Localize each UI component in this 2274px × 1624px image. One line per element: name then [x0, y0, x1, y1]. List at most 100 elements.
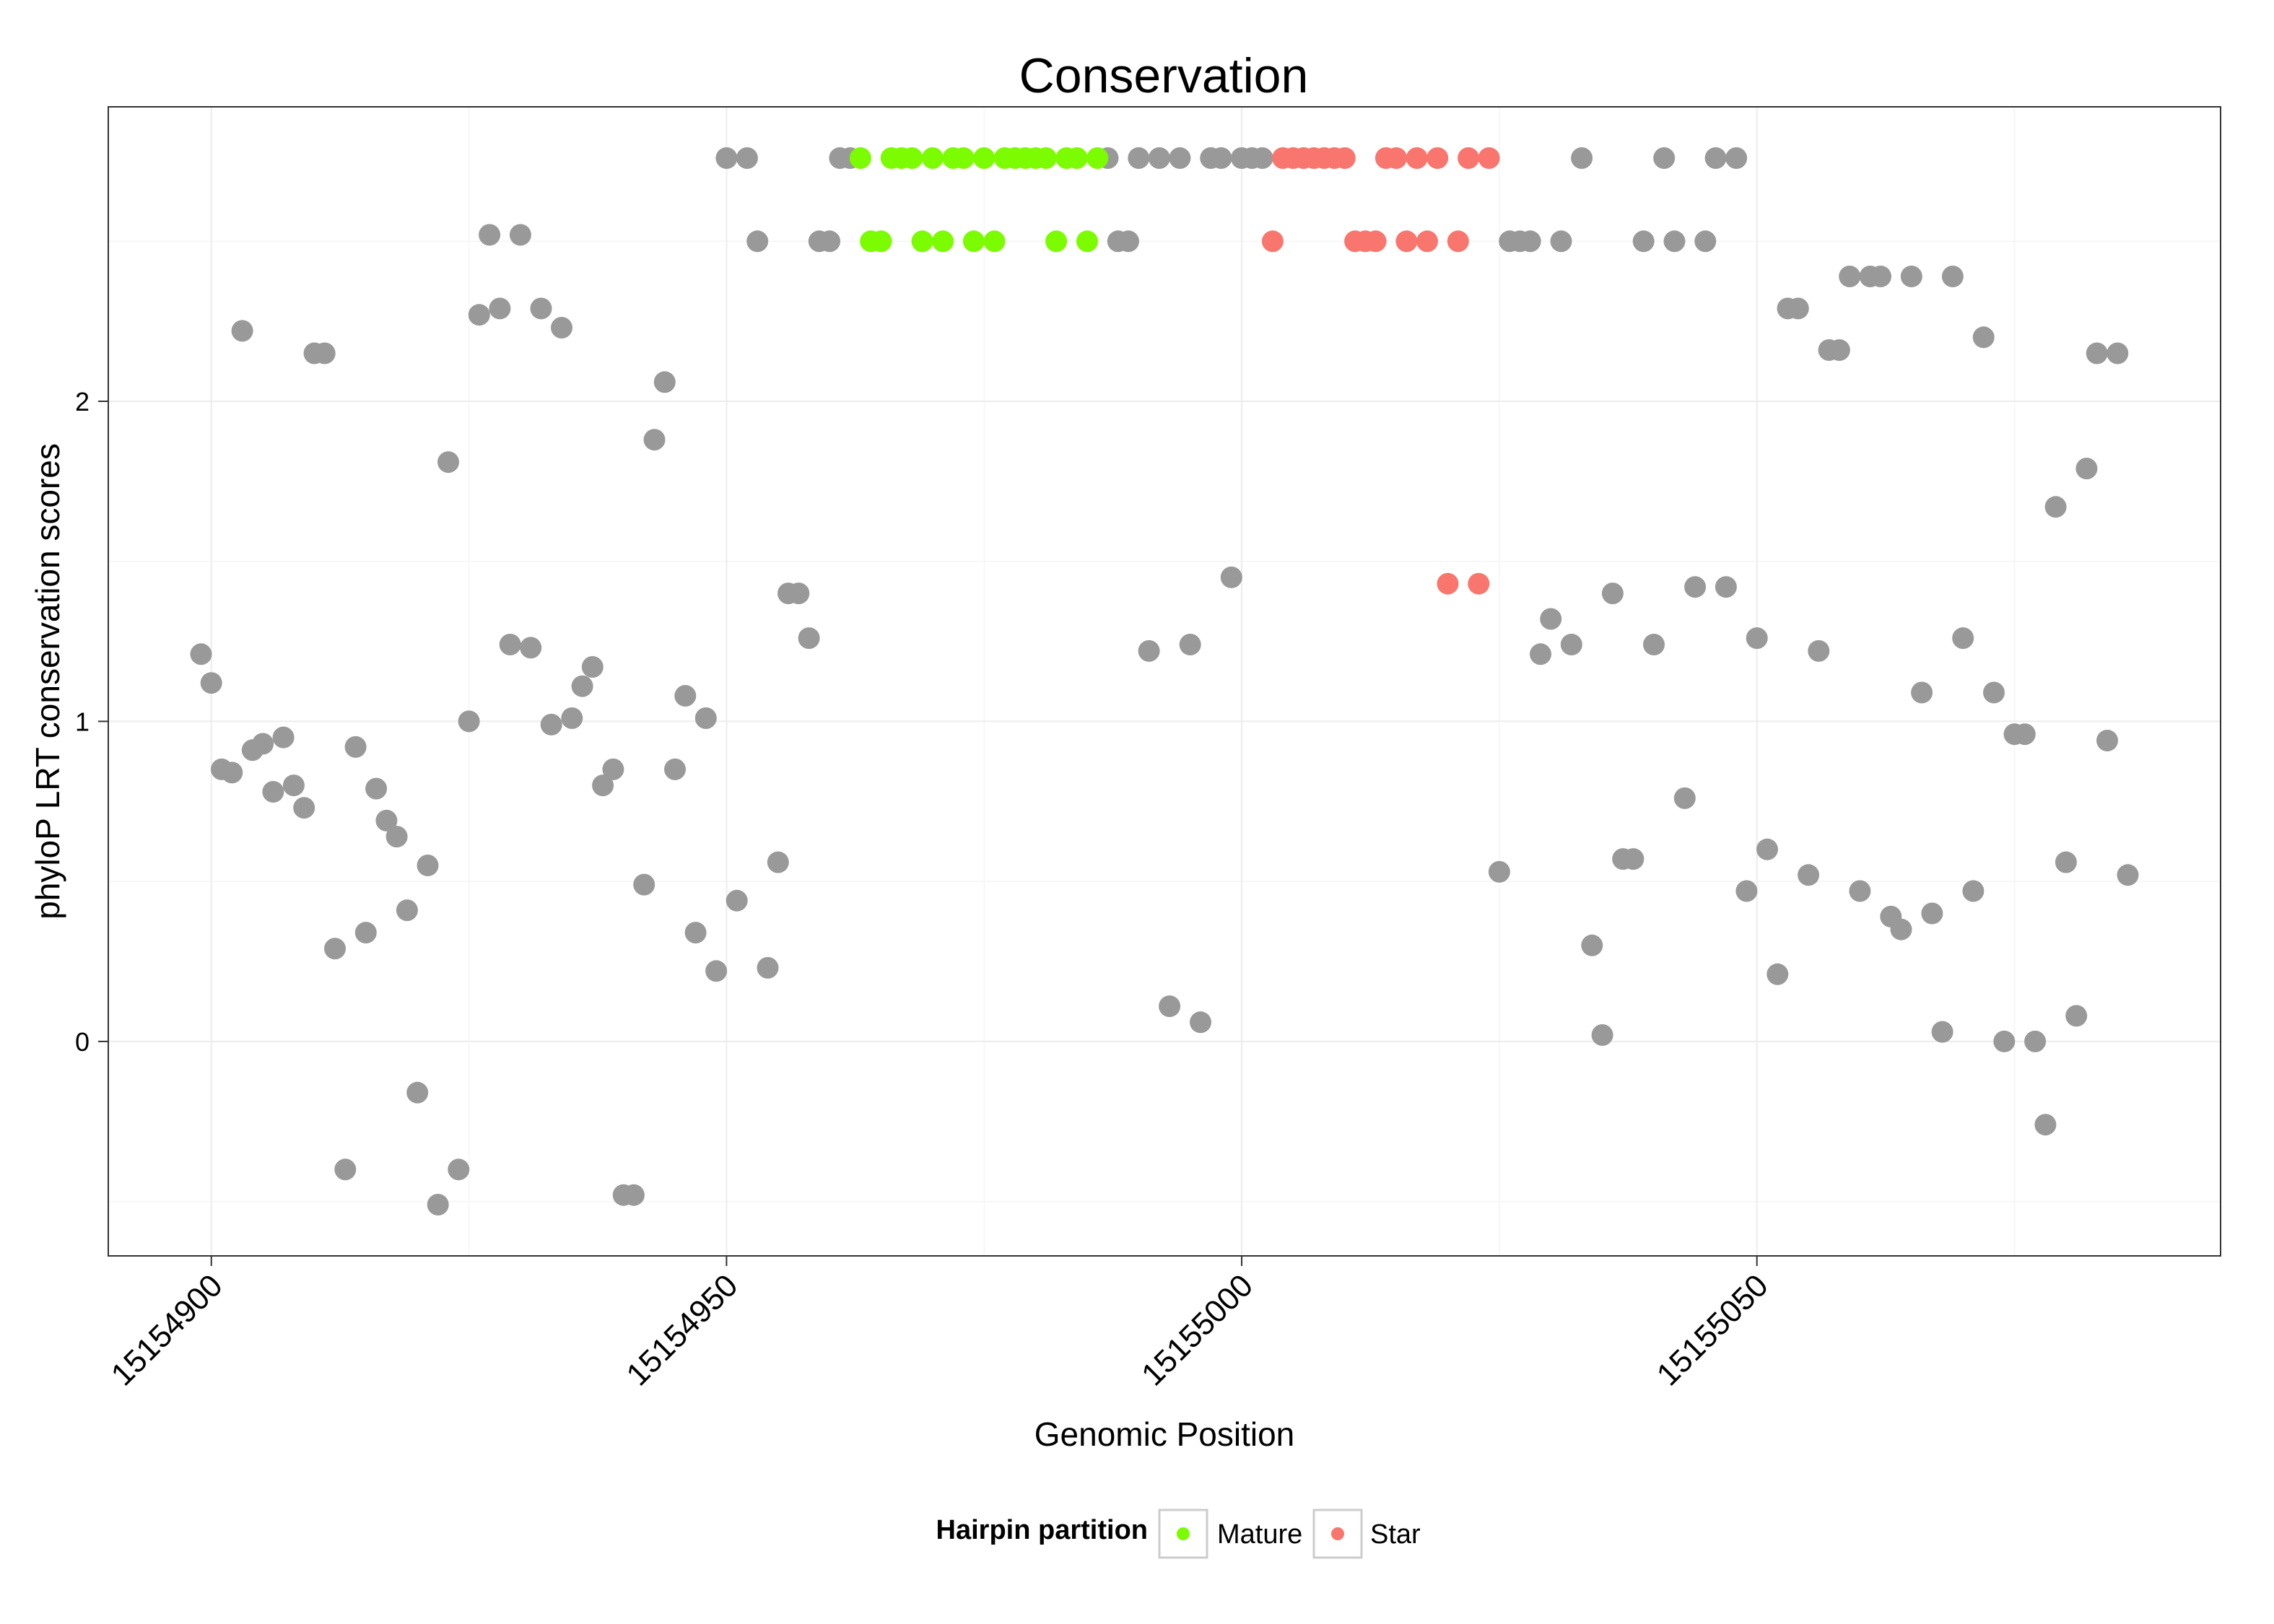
data-point-other — [1118, 230, 1139, 253]
data-point-other — [509, 224, 531, 246]
data-point-other — [344, 735, 367, 758]
data-point-other — [1148, 147, 1170, 169]
data-point-other — [736, 147, 758, 169]
legend-label-mature: Mature — [1217, 1519, 1302, 1550]
data-point-other — [1159, 995, 1181, 1018]
data-point-other — [365, 777, 388, 800]
data-point-other — [581, 656, 604, 678]
data-point-other — [757, 956, 779, 979]
data-point-other — [1540, 608, 1562, 630]
data-point-other — [1581, 934, 1603, 956]
data-point-star — [1261, 230, 1284, 253]
data-point-other — [406, 1081, 429, 1104]
data-point-other — [272, 726, 295, 748]
data-point-other — [1138, 639, 1160, 662]
data-point-other — [798, 627, 820, 650]
data-point-other — [1251, 147, 1273, 169]
data-point-other — [385, 826, 408, 848]
data-point-other — [1571, 147, 1593, 169]
data-point-other — [561, 707, 583, 729]
data-point-other — [489, 297, 511, 320]
data-point-other — [1931, 1021, 1953, 1043]
data-point-other — [674, 685, 697, 707]
data-point-other — [715, 147, 738, 169]
data-point-mature — [901, 147, 923, 169]
y-axis-tick-label: 1 — [75, 707, 90, 736]
data-point-other — [819, 230, 841, 253]
data-point-other — [1550, 230, 1572, 253]
data-point-other — [1983, 681, 2005, 704]
data-point-other — [1952, 627, 1974, 650]
data-point-mature — [983, 230, 1006, 253]
data-point-other — [2065, 1005, 2088, 1027]
data-point-mature — [911, 230, 933, 253]
data-point-other — [458, 710, 480, 733]
data-point-mature — [1086, 147, 1109, 169]
data-point-star — [1458, 147, 1480, 169]
data-point-other — [437, 451, 459, 473]
data-point-star — [1478, 147, 1500, 169]
x-axis-label: Genomic Position — [1034, 1415, 1295, 1453]
data-point-other — [427, 1194, 449, 1215]
y-axis-tick-label: 0 — [75, 1027, 90, 1057]
data-point-other — [520, 637, 542, 659]
data-point-star — [1447, 230, 1469, 253]
data-point-other — [1653, 147, 1676, 169]
data-point-other — [231, 320, 253, 342]
data-point-other — [1900, 266, 1922, 287]
data-point-other — [1179, 634, 1201, 655]
data-point-star — [1385, 147, 1408, 169]
data-point-other — [2044, 496, 2067, 518]
data-point-other — [1519, 230, 1541, 253]
data-point-other — [2024, 1030, 2047, 1052]
data-point-other — [2107, 342, 2129, 364]
data-point-other — [643, 429, 666, 451]
data-point-other — [262, 781, 284, 803]
data-point-other — [1870, 266, 1891, 287]
data-point-star — [1416, 230, 1438, 253]
data-point-other — [313, 342, 336, 364]
data-point-other — [1694, 230, 1717, 253]
legend-title: Hairpin partition — [936, 1515, 1148, 1545]
data-point-other — [1601, 582, 1624, 605]
data-point-other — [1622, 848, 1644, 870]
data-point-other — [499, 634, 521, 655]
plot-panel-border — [108, 106, 2221, 1257]
legend-marker-star — [1331, 1527, 1344, 1540]
data-point-other — [1890, 918, 1912, 940]
data-point-other — [1756, 838, 1778, 860]
data-point-other — [653, 371, 676, 393]
data-point-star — [1333, 147, 1356, 169]
data-point-other — [375, 809, 398, 831]
data-point-mature — [849, 147, 871, 169]
data-point-other — [1632, 230, 1655, 253]
data-point-other — [1993, 1030, 2016, 1052]
legend: Hairpin partition Mature Star — [936, 1509, 1421, 1559]
data-point-other — [694, 707, 717, 729]
data-point-other — [746, 230, 769, 253]
data-point-other — [324, 938, 346, 960]
data-point-other — [1210, 147, 1232, 169]
data-point-star — [1364, 230, 1387, 253]
data-point-other — [2034, 1114, 2057, 1136]
data-point-mature — [1066, 147, 1088, 169]
data-point-other — [2013, 723, 2036, 746]
data-point-other — [282, 774, 305, 797]
data-point-other — [1921, 902, 1943, 925]
data-point-other — [1911, 681, 1933, 704]
data-point-other — [1962, 880, 1985, 902]
data-point-other — [530, 297, 552, 320]
data-point-mature — [870, 230, 892, 253]
data-point-other — [2096, 730, 2118, 751]
data-point-other — [1767, 963, 1789, 985]
grid — [108, 107, 2221, 1256]
data-point-star — [1426, 147, 1449, 169]
data-point-other — [1808, 639, 1830, 662]
data-point-other — [200, 672, 222, 694]
data-point-other — [1828, 339, 1850, 361]
data-point-star — [1437, 572, 1459, 595]
data-point-other — [1839, 266, 1861, 287]
data-point-other — [354, 922, 377, 944]
data-point-other — [1735, 880, 1758, 902]
data-point-other — [334, 1158, 357, 1181]
